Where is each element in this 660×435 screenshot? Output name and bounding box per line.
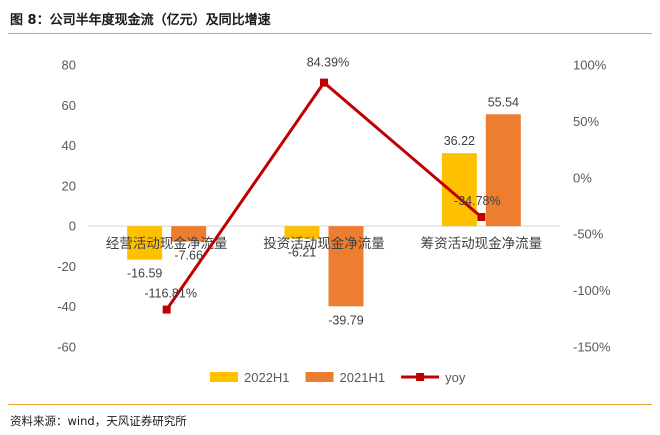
y-right-tick-label: -150% [573,340,611,355]
y-left-tick-label: -40 [57,299,76,314]
y-left-tick-label: -60 [57,340,76,355]
yoy-series-line [165,80,483,311]
bar-2022h1 [127,226,163,260]
bar-value-label: -39.79 [328,313,363,327]
bar-2021h1 [171,226,207,242]
y-left-tick-label: 60 [62,98,76,113]
source-note: 资料来源：wind，天风证券研究所 [10,414,187,428]
legend: 2022H1 2021H1 yoy [210,370,466,385]
y-left-tick-label: 40 [62,138,76,153]
footer-rule [8,404,652,405]
y-right-tick-label: 0% [573,170,592,185]
bars [127,114,521,307]
yoy-value-label: -34.78% [454,194,501,208]
yoy-marker [162,305,171,314]
category-label: 经营活动现金净流量 [106,236,228,251]
yoy-marker [477,213,486,222]
bar-value-label: 55.54 [488,95,519,109]
y-right-tick-label: -50% [573,227,604,242]
data-labels: -16.59 -6.21 36.22 -7.66 -39.79 55.54 -116.81%… [127,56,519,328]
legend-label: 2021H1 [340,370,386,385]
y-right-tick-label: 50% [573,114,599,129]
y-left-tick-label: 80 [62,58,76,73]
category-label: 投资活动现金净流量 [263,236,385,251]
legend-label: 2022H1 [244,370,290,385]
chart-title: 图 8：公司半年度现金流（亿元）及同比增速 [10,13,271,28]
yoy-marker [320,78,328,87]
yoy-value-label: 84.39% [307,56,349,70]
y-left-tick-label: 0 [69,219,76,234]
legend-swatch-2022h1 [210,372,238,382]
y-left-tick-label: -20 [57,259,76,274]
header-rule [8,33,652,34]
legend-swatch-yoy-marker [416,373,425,381]
y-axis-right: -150% -100% -50% 0% 50% 100% [573,58,611,355]
legend-swatch-2021h1 [305,372,334,382]
bar-value-label: -16.59 [127,267,162,281]
yoy-value-label: -116.81% [144,287,197,301]
category-labels: 经营活动现金净流量 投资活动现金净流量 筹资活动现金净流量 [106,235,542,251]
bar-2021h1 [328,226,364,307]
y-right-tick-label: -100% [573,283,611,298]
category-label: 筹资活动现金净流量 [421,235,543,251]
bar-value-label: -6.21 [288,246,317,260]
yoy-line [162,78,486,314]
bar-value-label: 36.22 [444,134,475,148]
y-axis-left: -60 -40 -20 0 20 40 60 80 [57,58,76,355]
y-right-tick-label: 100% [573,58,607,73]
bar-value-label: -7.66 [174,249,203,263]
legend-label: yoy [445,370,466,385]
bar-2022h1 [284,226,320,239]
bar-2021h1 [485,114,521,227]
y-left-tick-label: 20 [62,178,76,193]
